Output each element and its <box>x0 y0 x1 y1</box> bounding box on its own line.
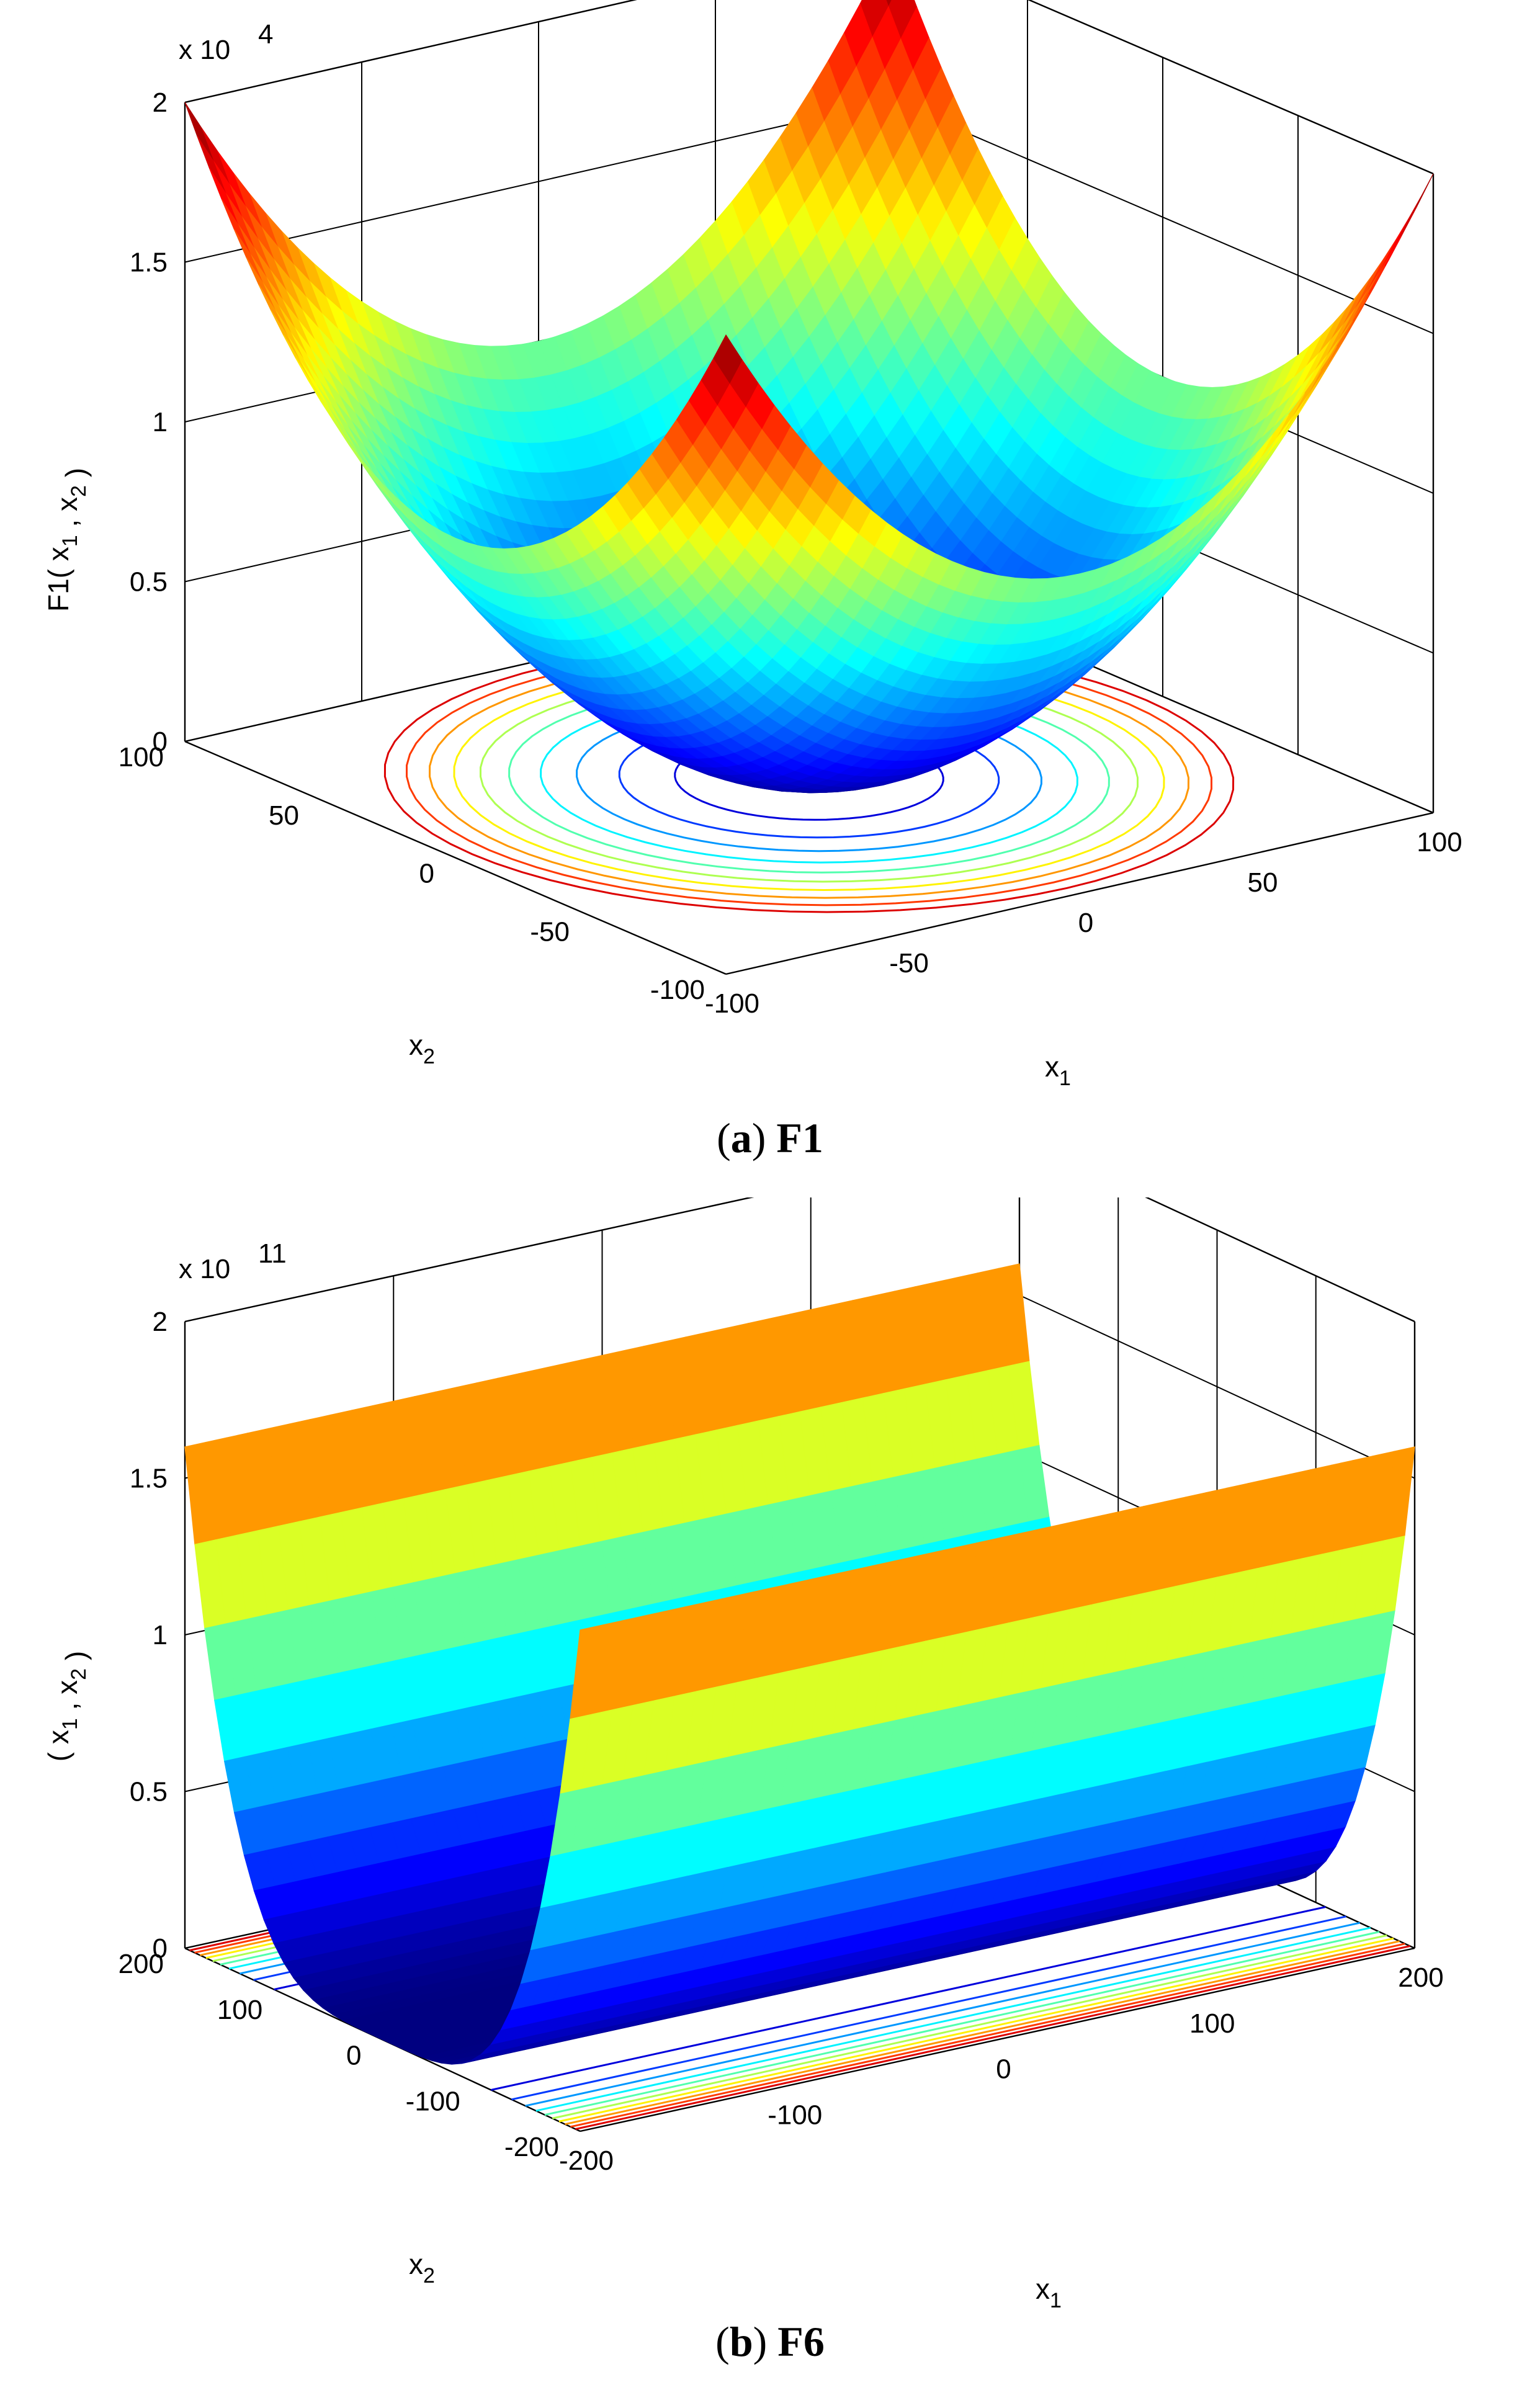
y-tick-label: 100 <box>119 742 164 772</box>
y-tick-label: -50 <box>530 916 570 947</box>
y-tick-label: 50 <box>269 800 299 831</box>
grid-line <box>1145 1197 1415 1322</box>
x-tick-label: 50 <box>1248 867 1278 898</box>
z-tick-label: 2 <box>153 1307 168 1337</box>
caption-b: (b) F6 <box>715 2318 825 2365</box>
z-multiplier-label: x 10 <box>179 1254 230 1284</box>
surface-patch <box>184 102 214 161</box>
z-exponent-label: 4 <box>258 19 273 50</box>
y-axis-label: x2 <box>409 1029 435 1068</box>
surface-plot-f6: 0 0.5 1 1.5 2 -200 -100 0 100 200 -200 -100 0 100 200 x… <box>42 1197 1444 2312</box>
axis-line <box>725 812 1434 975</box>
surface-patch <box>1343 275 1372 325</box>
z-tick-label: 0 <box>153 1933 168 1964</box>
x-tick-label: -100 <box>705 988 759 1019</box>
z-tick-label: 0.5 <box>130 1777 168 1807</box>
y-tick-label: -200 <box>504 2132 559 2162</box>
panel-a: 0 0.5 1 1.5 2 -100 -50 0 50 100 -100 -50 0 50 100 x 10 4… <box>0 0 1540 1197</box>
axis-line <box>580 1947 1415 2132</box>
z-axis-label: ( x1 , x2 ) <box>42 1651 92 1761</box>
x-tick-label: 100 <box>1189 2008 1235 2039</box>
x-tick-label: 100 <box>1417 827 1462 857</box>
surface-mesh <box>184 0 1434 794</box>
panel-b: 0 0.5 1 1.5 2 -200 -100 0 100 200 -200 -100 0 100 200 x… <box>0 1197 1540 2403</box>
y-tick-label: -100 <box>406 2086 460 2116</box>
surface-patch <box>570 1624 602 1719</box>
z-tick-label: 2 <box>153 87 168 118</box>
grid-line <box>1027 0 1434 174</box>
x-tick-label: 200 <box>1398 1962 1443 1993</box>
y-tick-label: 200 <box>119 1949 164 1979</box>
z-tick-label: 1.5 <box>130 1464 168 1494</box>
surface-patch <box>885 0 893 8</box>
x-axis-label: x1 <box>1045 1050 1071 1090</box>
y-axis-label: x2 <box>409 2248 435 2288</box>
x-tick-label: 0 <box>996 2054 1011 2085</box>
z-tick-label: 0.5 <box>130 567 168 597</box>
x-tick-label: -200 <box>559 2146 614 2176</box>
grid-line <box>1019 1294 1415 1479</box>
y-tick-label: 0 <box>419 859 434 889</box>
caption-a: (a) F1 <box>717 1114 823 1161</box>
surface-patch <box>1355 257 1385 308</box>
x-tick-label: -50 <box>889 948 929 978</box>
x-axis-label: x1 <box>1036 2273 1062 2312</box>
grid-line <box>184 0 637 103</box>
y-tick-label: -100 <box>650 975 705 1005</box>
z-axis-label: F1( x1 , x2 ) <box>42 468 92 612</box>
grid-line <box>184 1197 754 1322</box>
y-tick-label: 0 <box>346 2041 361 2071</box>
z-tick-label: 1.5 <box>130 248 168 278</box>
z-multiplier-label: x 10 <box>179 35 230 65</box>
surface-mesh <box>184 1263 1415 2065</box>
surface-patch <box>713 334 743 384</box>
axis-line <box>184 740 727 975</box>
z-tick-label: 1 <box>153 1620 168 1650</box>
z-tick-label: 0 <box>153 727 168 757</box>
grid-line <box>892 100 1434 334</box>
x-tick-label: -100 <box>768 2100 822 2130</box>
surface-plot-f1: 0 0.5 1 1.5 2 -100 -50 0 50 100 -100 -50 0 50 100 x 10 4… <box>42 0 1462 1090</box>
z-exponent-label: 11 <box>258 1238 287 1269</box>
x-tick-label: 0 <box>1078 908 1093 938</box>
grid-line <box>184 100 893 263</box>
z-tick-label: 1 <box>153 407 168 437</box>
y-tick-label: 100 <box>217 1995 262 2025</box>
